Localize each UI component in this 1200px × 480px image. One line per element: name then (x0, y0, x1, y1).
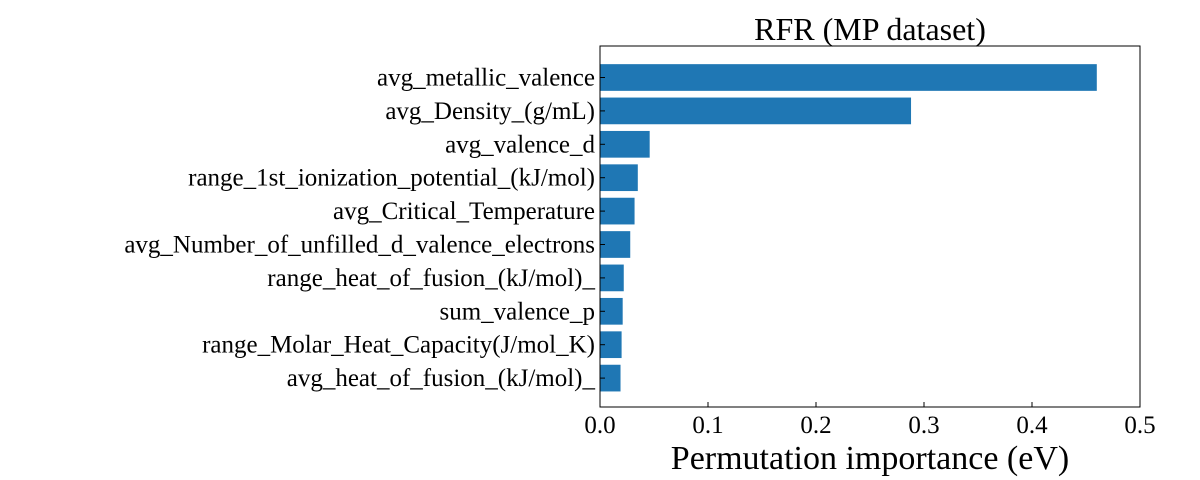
bar-5 (600, 231, 631, 258)
plot-frame (599, 45, 1141, 408)
x-tick-label: 0.4 (1016, 412, 1048, 439)
y-tick-label: sum_valence_p (439, 298, 595, 325)
bar-6 (600, 264, 624, 292)
x-tick-label: 0.3 (908, 412, 939, 439)
x-tick-label: 0.2 (800, 412, 831, 439)
chart-title: RFR (MP dataset) (754, 11, 986, 47)
x-ticks: 0.0 0.1 0.2 0.3 0.4 0.5 (584, 402, 1156, 439)
bar-7 (600, 297, 623, 325)
x-axis-label: Permutation importance (eV) (671, 440, 1069, 477)
y-tick-label: avg_metallic_valence (377, 65, 595, 92)
y-tick-label: avg_valence_d (445, 131, 595, 158)
x-tick-label: 0.1 (692, 412, 723, 439)
bar-9 (600, 364, 621, 392)
bar-8 (600, 331, 622, 359)
y-tick-label: range_1st_ionization_potential_(kJ/mol) (188, 165, 595, 192)
bar-1 (600, 97, 912, 125)
x-tick-label: 0.0 (584, 412, 615, 439)
bar-3 (600, 164, 638, 192)
bar-0 (600, 64, 1097, 91)
bar-4 (600, 197, 635, 225)
x-tick-label: 0.5 (1124, 412, 1155, 439)
y-tick-label: avg_heat_of_fusion_(kJ/mol)_ (287, 365, 596, 392)
y-tick-label: avg_Density_(g/mL) (385, 98, 595, 125)
y-tick-label: avg_Number_of_unfilled_d_valence_electro… (124, 232, 595, 259)
y-tick-label: range_Molar_Heat_Capacity(J/mol_K) (202, 332, 595, 359)
bars-group (600, 64, 1097, 392)
bar-2 (600, 130, 650, 158)
y-tick-label: range_heat_of_fusion_(kJ/mol)_ (267, 265, 595, 292)
y-tick-label: avg_Critical_Temperature (333, 198, 595, 225)
y-tick-labels: avg_metallic_valence avg_Density_(g/mL)av… (124, 65, 605, 392)
